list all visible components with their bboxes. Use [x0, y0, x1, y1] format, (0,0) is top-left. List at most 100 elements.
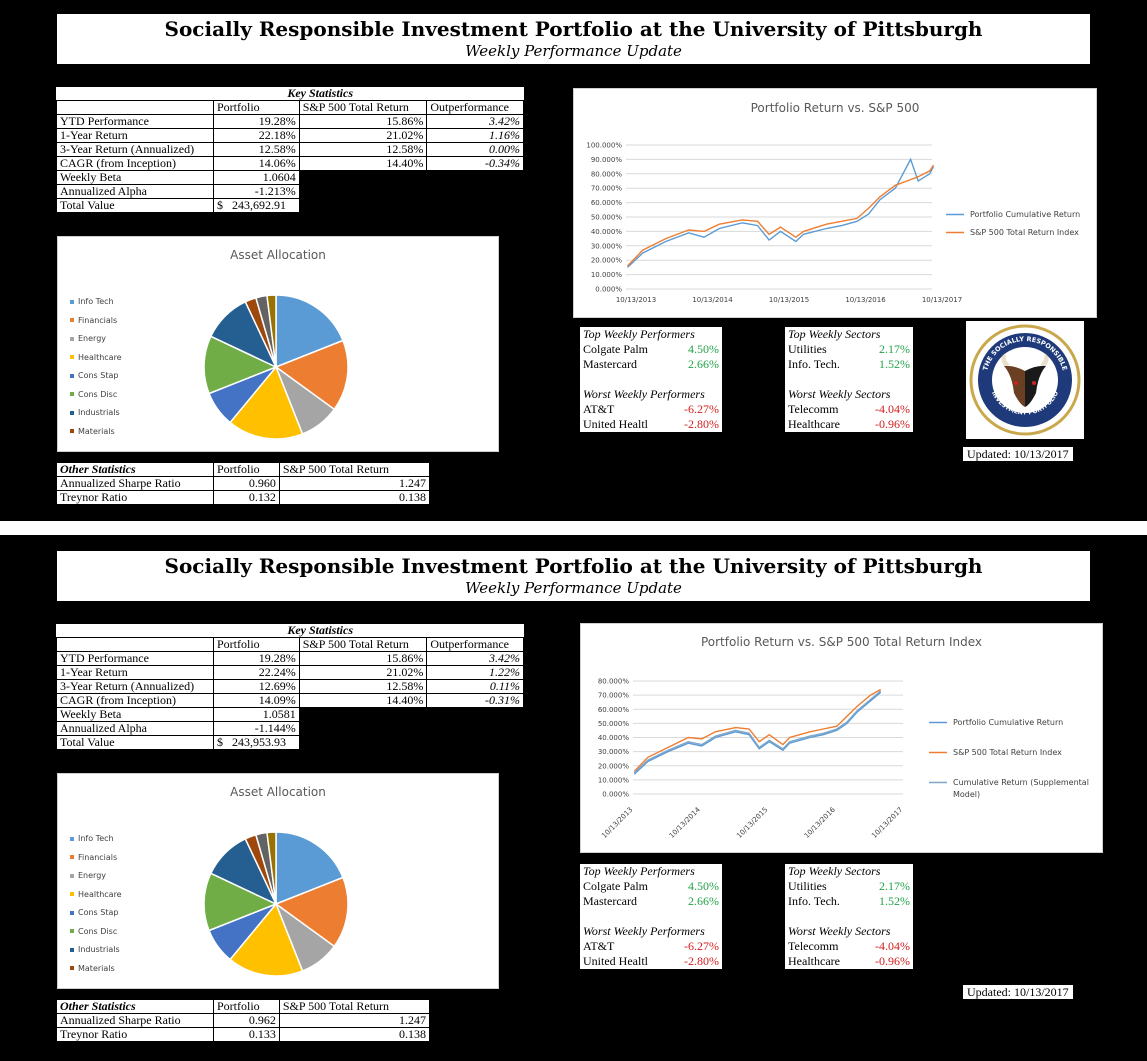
x-tick-label: 10/13/2016	[845, 296, 886, 304]
series-line	[633, 691, 882, 775]
report-header-1: Socially Responsible Investment Portfoli…	[57, 14, 1090, 64]
list-item: Colgate Palm 4.50%	[583, 879, 719, 893]
legend-item: Info Tech	[70, 297, 114, 306]
top-weekly-performers: Top Weekly Performers Colgate Palm 4.50% …	[580, 864, 722, 969]
legend-swatch	[70, 873, 74, 878]
table-row: Weekly Beta 1.0581	[56, 707, 524, 722]
legend-label: Model)	[953, 790, 980, 799]
y-tick-label: 80.000%	[591, 170, 622, 178]
legend-swatch	[70, 373, 74, 378]
asset-allocation-chart: Asset Allocation Info Tech Financials Ener…	[57, 773, 499, 989]
series-line	[633, 688, 882, 772]
key-statistics-table: Key Statistics Portfolio S&P 500 Total Re…	[56, 87, 524, 213]
report-sheet-2: Socially Responsible Investment Portfoli…	[0, 537, 1147, 1057]
other-statistics-heading: Other Statistics	[56, 462, 214, 477]
table-row: YTD Performance 19.28% 15.86% 3.42%	[56, 114, 524, 129]
col-portfolio: Portfolio	[213, 637, 300, 652]
legend-label: Cumulative Return (Supplemental	[953, 778, 1089, 787]
table-row: Annualized Sharpe Ratio 0.960 1.247	[56, 476, 431, 491]
y-tick-label: 30.000%	[598, 748, 629, 756]
col-outperformance: Outperformance	[426, 637, 524, 652]
report-title: Socially Responsible Investment Portfoli…	[164, 554, 983, 578]
key-statistics-heading: Key Statistics	[213, 87, 427, 101]
return-line-chart: Portfolio Return vs. S&P 500 Total Retur…	[580, 623, 1103, 853]
line-chart-title: Portfolio Return vs. S&P 500	[750, 101, 920, 115]
y-tick-label: 60.000%	[591, 199, 622, 207]
top-weekly-performers: Top Weekly Performers Colgate Palm 4.50% …	[580, 327, 722, 432]
y-tick-label: 90.000%	[591, 156, 622, 164]
legend-swatch	[70, 910, 74, 915]
legend-swatch	[70, 429, 74, 433]
legend-swatch	[70, 892, 74, 896]
legend-swatch	[70, 947, 74, 952]
legend-label: Portfolio Cumulative Return	[953, 718, 1063, 727]
line-chart-title: Portfolio Return vs. S&P 500 Total Retur…	[700, 635, 983, 649]
line-chart-plot: 100.000% 90.000% 80.000% 70.000% 60.000% 50.0…	[586, 142, 1080, 305]
legend-item: Financials	[70, 853, 117, 862]
bull-bear-logo: THE SOCIALLY RESPONSIBLE INVESTMENT PORT…	[969, 324, 1081, 436]
x-tick-label: 10/13/2016	[803, 805, 838, 840]
pie-slice	[203, 335, 278, 395]
table-row: 1-Year Return 22.24% 21.02% 1.22%	[56, 665, 524, 680]
table-row: CAGR (from Inception) 14.09% 14.40% -0.31%	[56, 693, 524, 708]
legend-item: Healthcare	[70, 353, 122, 362]
y-tick-label: 0.000%	[602, 791, 629, 799]
key-statistics-table: Key Statistics Portfolio S&P 500 Total Re…	[56, 624, 524, 750]
col-sp500: S&P 500 Total Return	[298, 100, 428, 115]
legend-label: Portfolio Cumulative Return	[970, 210, 1080, 219]
report-sheet-1: Socially Responsible Investment Portfoli…	[0, 0, 1147, 520]
updated-date: Updated: 10/13/2017	[962, 984, 1074, 1000]
x-tick-label: 10/13/2013	[616, 296, 656, 304]
pie-slice	[274, 876, 349, 948]
pie-slice	[266, 294, 277, 368]
legend-swatch	[70, 966, 74, 970]
y-tick-label: 0.000%	[595, 286, 622, 294]
list-item: Mastercard 2.66%	[583, 894, 719, 908]
legend-swatch	[70, 929, 74, 933]
x-tick-label: 10/13/2015	[769, 296, 809, 304]
legend-item: Materials	[70, 427, 115, 436]
y-tick-label: 70.000%	[598, 692, 629, 700]
legend-item: Cons Stap	[70, 908, 118, 917]
legend-swatch	[70, 318, 74, 322]
legend-swatch	[70, 336, 74, 341]
pie-slice	[266, 831, 277, 905]
col-outperformance: Outperformance	[426, 100, 524, 115]
legend-swatch	[70, 855, 74, 859]
y-tick-label: 80.000%	[598, 678, 629, 686]
sheet-separator	[0, 521, 1147, 535]
legend-item: Materials	[70, 964, 115, 973]
x-tick-label: 10/13/2013	[600, 806, 634, 840]
y-tick-label: 70.000%	[591, 185, 622, 193]
logo-panel: THE SOCIALLY RESPONSIBLE INVESTMENT PORT…	[966, 321, 1084, 439]
table-row: Annualized Alpha -1.213%	[56, 184, 524, 199]
legend-label: S&P 500 Total Return Index	[953, 748, 1062, 757]
list-item: AT&T -6.27%	[583, 939, 719, 953]
legend-item: Energy	[70, 334, 106, 343]
pie-slice	[275, 831, 344, 906]
x-tick-label: 10/13/2014	[692, 296, 733, 304]
table-row: Annualized Alpha -1.144%	[56, 721, 524, 736]
table-row: Treynor Ratio 0.133 0.138	[56, 1027, 431, 1042]
legend-label: S&P 500 Total Return Index	[970, 228, 1079, 237]
x-tick-label: 10/13/2017	[922, 296, 962, 304]
series-line	[633, 690, 882, 774]
table-row: 3-Year Return (Annualized) 12.69% 12.58% 0.…	[56, 679, 524, 694]
legend-item: Info Tech	[70, 834, 114, 843]
list-item: Healthcare -0.96%	[788, 417, 910, 431]
x-tick-label: 10/13/2017	[870, 806, 904, 840]
table-row: Annualized Sharpe Ratio 0.962 1.247	[56, 1013, 431, 1028]
line-chart-plot: 80.000% 70.000% 60.000% 50.000% 40.000% 30.00…	[598, 678, 1089, 840]
asset-allocation-chart: Asset Allocation Info Tech Financials Ener…	[57, 236, 499, 452]
y-tick-label: 20.000%	[598, 762, 629, 770]
legend-swatch	[70, 299, 74, 304]
table-row: YTD Performance 19.28% 15.86% 3.42%	[56, 651, 524, 666]
list-item: Utilities 2.17%	[788, 879, 910, 893]
col-portfolio: Portfolio	[213, 100, 300, 115]
y-tick-label: 30.000%	[591, 242, 622, 250]
y-tick-label: 40.000%	[591, 228, 622, 236]
y-tick-label: 20.000%	[591, 257, 622, 265]
pie-slice	[275, 294, 344, 369]
table-row: Treynor Ratio 0.132 0.138	[56, 490, 431, 505]
report-title: Socially Responsible Investment Portfoli…	[164, 17, 983, 41]
